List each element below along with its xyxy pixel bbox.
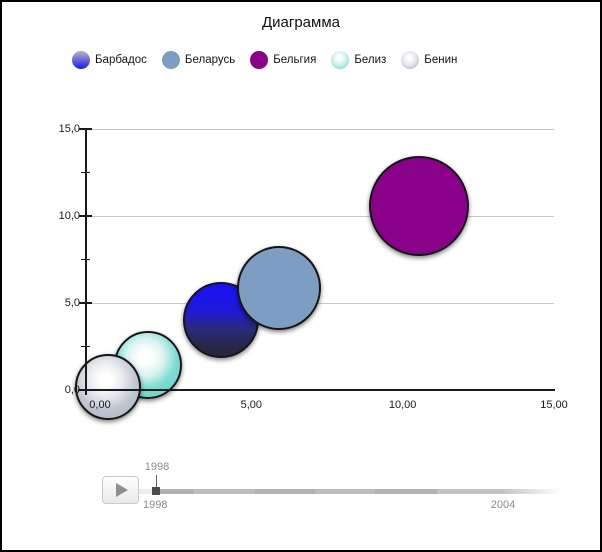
legend: Барбадос Беларусь Бельгия Белиз Бенин (72, 51, 457, 69)
gridline-y-5,0 (85, 302, 554, 304)
gridline-y-10,0 (85, 215, 554, 217)
legend-item-label: Беларусь (184, 54, 236, 66)
y-minor-tick (81, 346, 90, 347)
timeline-current-year: 1998 (144, 461, 170, 473)
gridline-y-15,0 (85, 128, 554, 130)
y-axis-label: 5,0 (64, 297, 80, 309)
legend-bubble-icon (72, 51, 90, 69)
x-axis-line (78, 389, 555, 391)
legend-item-label: Бенин (424, 54, 458, 66)
timeline-track-fade (504, 489, 561, 494)
timeline-thumb[interactable] (152, 487, 160, 495)
y-tick-5,0 (79, 302, 92, 304)
legend-bubble-icon (161, 51, 180, 69)
legend-item-label: Белиз (354, 54, 387, 66)
legend-item-2[interactable]: Беларусь (161, 51, 236, 69)
timeline-track[interactable] (139, 489, 504, 494)
legend-item-5[interactable]: Бенин (401, 51, 457, 69)
legend-item-label: Барбадос (95, 54, 147, 66)
legend-item-4[interactable]: Белиз (331, 51, 386, 69)
x-axis-label: 15,00 (540, 399, 568, 411)
timeline-end-label: 2004 (490, 499, 516, 511)
bubble-Беларусь[interactable] (236, 246, 321, 331)
timeline-start-label: 1998 (143, 499, 168, 511)
bubble-Бельгия[interactable] (369, 155, 470, 256)
legend-bubble-icon (250, 51, 269, 69)
legend-bubble-icon (401, 51, 420, 69)
legend-item-label: Бельгия (273, 54, 317, 66)
y-axis-label: 15,0 (58, 123, 80, 135)
y-tick-15,0 (79, 128, 92, 130)
legend-item-1[interactable]: Барбадос (72, 51, 147, 69)
y-minor-tick (81, 172, 90, 173)
x-axis-label: 10,00 (388, 399, 417, 411)
legend-bubble-icon (331, 51, 350, 69)
x-axis-label: 5,00 (240, 399, 263, 411)
play-button[interactable] (102, 476, 139, 504)
play-icon (116, 483, 128, 497)
legend-item-3[interactable]: Бельгия (250, 51, 316, 69)
y-axis-label: 10,0 (58, 210, 80, 222)
timeline-thumb-pointer (156, 475, 157, 489)
y-axis-line (85, 129, 87, 395)
y-tick-10,0 (79, 215, 92, 217)
y-tick-0,0 (79, 389, 92, 391)
x-axis-label: 0,00 (89, 399, 111, 411)
y-axis-label: 0,0 (64, 384, 80, 396)
y-minor-tick (81, 259, 90, 260)
chart-title: Диаграмма (261, 14, 340, 31)
